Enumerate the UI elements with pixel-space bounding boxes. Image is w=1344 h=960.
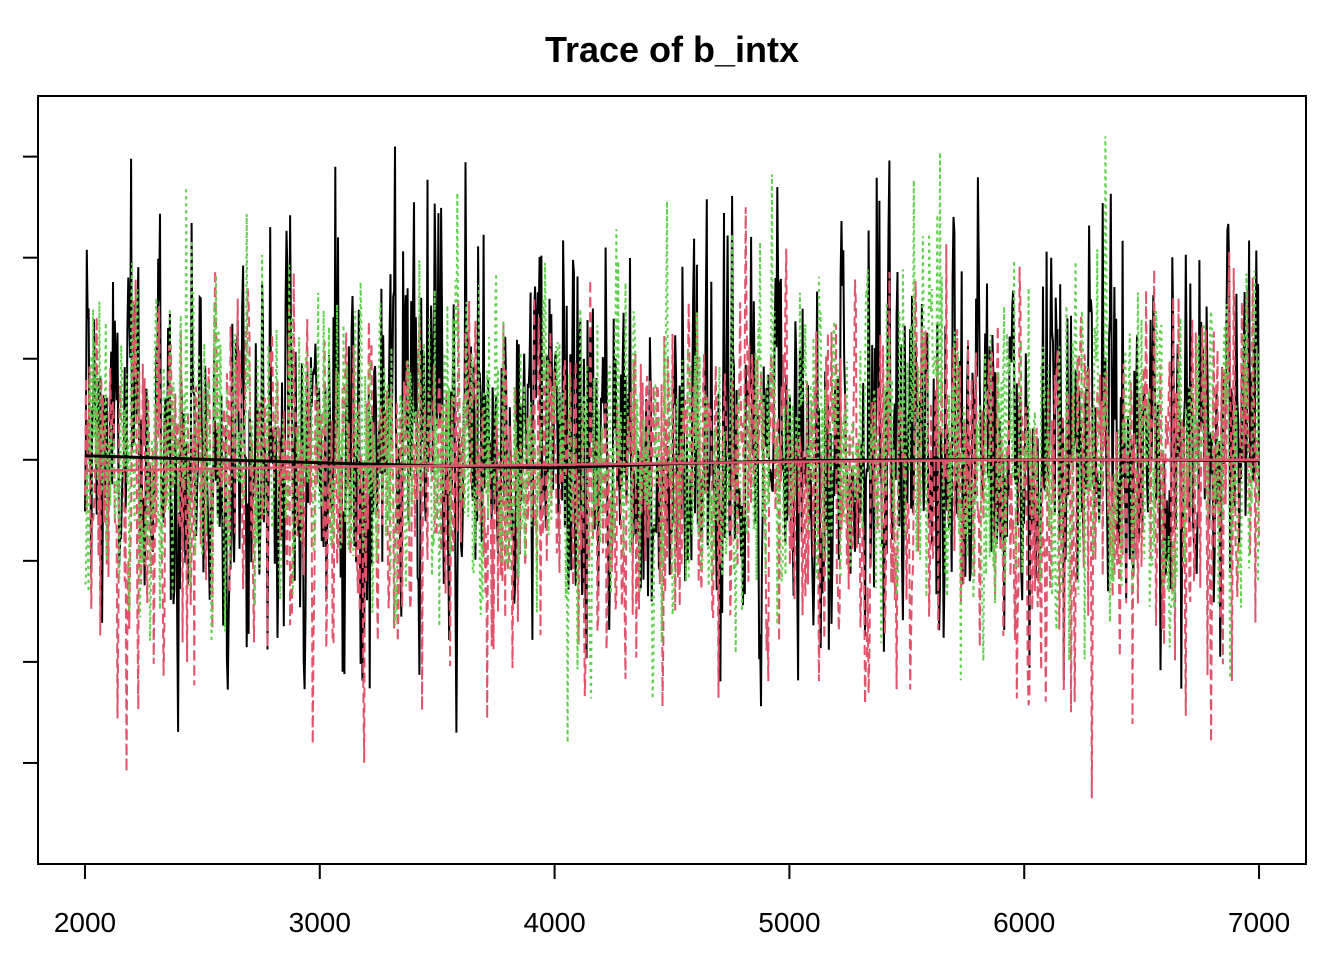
y-axis [23,155,39,764]
x-tick-label: 6000 [993,907,1055,938]
chain-smooth-2 [84,458,1259,473]
x-tick-label: 5000 [758,907,820,938]
chain-trace-2 [84,207,1260,799]
x-axis: 2000 3000 4000 5000 6000 7000 [54,863,1290,938]
chain-trace-3 [84,136,1260,743]
smooth-lines [84,454,1260,473]
x-tick-label: 4000 [523,907,585,938]
x-tick-label: 3000 [289,907,351,938]
x-tick-label: 7000 [1228,907,1290,938]
trace-lines [84,136,1260,799]
chart-title: Trace of b_intx [545,29,799,70]
x-tick-label: 2000 [54,907,116,938]
